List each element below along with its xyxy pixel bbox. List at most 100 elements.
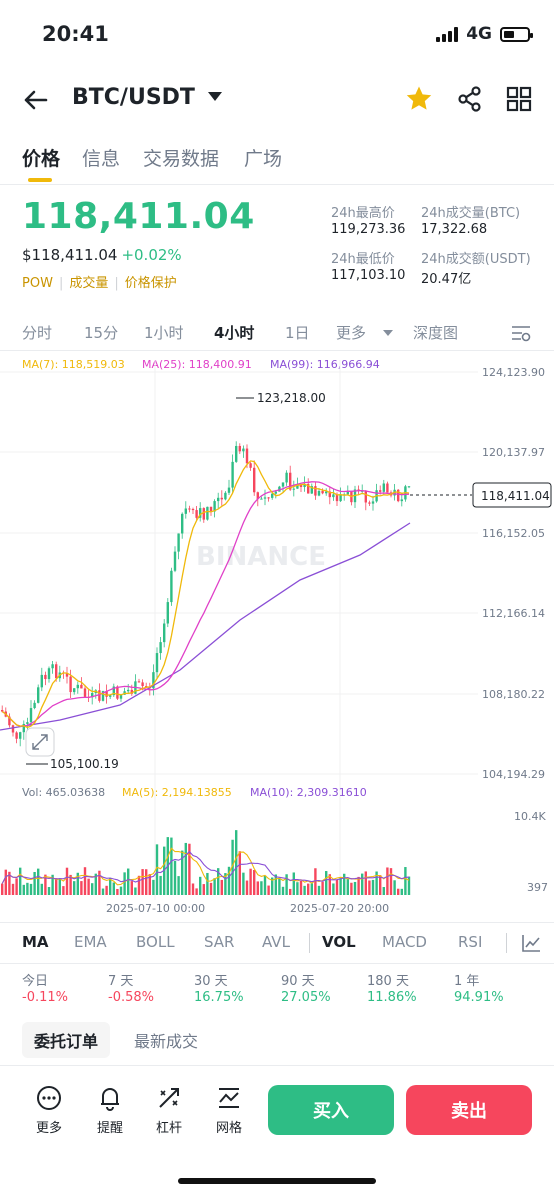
tab-open-orders[interactable]: 委托订单 [22, 1022, 111, 1058]
tf-more-caret-icon[interactable] [383, 330, 393, 336]
tag-pow[interactable]: POW [22, 276, 53, 291]
candle-body [55, 664, 58, 679]
candle-body [29, 708, 33, 723]
ind-sar[interactable]: SAR [204, 933, 235, 951]
tag-price-protection[interactable]: 价格保护 [124, 276, 177, 291]
leverage-icon [159, 1088, 179, 1108]
ind-ema[interactable]: EMA [74, 933, 107, 951]
volume-bar [184, 842, 187, 895]
bottom-grid[interactable]: 网格 [207, 1085, 251, 1141]
perf-value-90d: 27.05% [281, 990, 331, 1005]
candle-body [407, 486, 411, 488]
candle-body [116, 686, 119, 699]
candle-body [382, 483, 385, 492]
candle-body [253, 467, 256, 493]
ind-boll[interactable]: BOLL [136, 933, 175, 951]
tab-latest-trades[interactable]: 最新成交 [134, 1032, 199, 1051]
indicator-divider-2 [506, 933, 507, 953]
tab-square[interactable]: 广场 [244, 148, 283, 170]
chart-watermark: BINANCE [196, 542, 326, 572]
volume-bar [371, 879, 375, 895]
volume-bar [382, 887, 385, 895]
volume-bar [368, 880, 371, 895]
ind-macd[interactable]: MACD [382, 933, 427, 951]
perf-value-7d: -0.58% [108, 990, 154, 1005]
candle-body [76, 684, 79, 689]
bottom-leverage[interactable]: 杠杆 [147, 1085, 191, 1141]
tf-timeline[interactable]: 分时 [22, 324, 53, 342]
grid-icon[interactable] [504, 84, 534, 114]
candle-body [80, 684, 83, 689]
candle-body [40, 674, 43, 688]
back-arrow-icon[interactable] [20, 84, 52, 116]
bottom-alert[interactable]: 提醒 [88, 1085, 132, 1141]
vol-ma10-line [1, 850, 410, 884]
volume-bar [58, 879, 61, 895]
high-marker: 123,218.00 [257, 391, 326, 405]
star-icon[interactable] [404, 84, 434, 114]
kline-chart[interactable]: BINANCE 118,411.04 123,218.00 105,100.19 [0, 350, 554, 920]
pair-title[interactable]: BTC/USDT [72, 85, 195, 110]
candle-body [296, 484, 299, 489]
volume-bar [328, 874, 331, 895]
volume-bar [292, 872, 295, 895]
tf-1h[interactable]: 1小时 [144, 324, 184, 342]
tf-1d[interactable]: 1日 [285, 324, 310, 342]
candle-body [285, 472, 288, 483]
indicator-settings-icon[interactable] [520, 932, 542, 954]
pair-dropdown-icon[interactable] [208, 92, 222, 101]
tab-price[interactable]: 价格 [22, 148, 61, 170]
sell-button[interactable]: 卖出 [406, 1085, 532, 1135]
volume-bar [245, 880, 249, 895]
volume-bars [1, 830, 411, 895]
tf-more[interactable]: 更多 [336, 324, 367, 342]
x-label-1: 2025-07-10 00:00 [106, 902, 206, 915]
main-tabs: 价格 信息 交易数据 广场 [0, 140, 554, 185]
ma99-legend: MA(99): 116,966.94 [270, 358, 380, 371]
y-label-1: 124,123.90 [482, 366, 545, 379]
stat-low-value: 117,103.10 [331, 268, 406, 283]
volume-bar [26, 882, 29, 895]
volume-bar [119, 886, 123, 895]
volume-bar [238, 851, 241, 895]
tf-15m[interactable]: 15分 [84, 324, 119, 342]
candle-body [379, 490, 382, 492]
chart-settings-icon[interactable] [510, 324, 532, 342]
candle-body [170, 570, 173, 603]
volume-bar [278, 878, 281, 895]
candle-body [163, 623, 166, 643]
volume-bar [19, 867, 22, 895]
candle-body [166, 602, 169, 624]
volume-bar [267, 885, 270, 895]
tab-info[interactable]: 信息 [82, 148, 121, 170]
candle-body [98, 690, 101, 701]
ind-ma[interactable]: MA [22, 933, 49, 951]
tag-volume[interactable]: 成交量 [69, 276, 109, 291]
volume-bar [80, 881, 83, 895]
volume-bar [199, 876, 202, 895]
tab-trading-data[interactable]: 交易数据 [143, 148, 220, 170]
volume-bar [134, 887, 137, 895]
candle-body [364, 490, 367, 503]
tf-4h[interactable]: 4小时 [214, 324, 255, 342]
buy-button[interactable]: 买入 [268, 1085, 394, 1135]
volume-bar [263, 875, 267, 895]
candle-body [152, 672, 155, 689]
volume-bar [235, 830, 238, 895]
share-icon[interactable] [455, 84, 485, 114]
volume-bar [404, 867, 407, 895]
bottom-more[interactable]: 更多 [27, 1085, 71, 1141]
perf-value-180d: 11.86% [367, 990, 417, 1005]
ind-rsi[interactable]: RSI [458, 933, 483, 951]
candle-body [281, 482, 285, 487]
ind-vol[interactable]: VOL [322, 933, 356, 951]
volume-bar [127, 868, 130, 895]
ma99-line [0, 522, 411, 731]
ind-avl[interactable]: AVL [262, 933, 290, 951]
volume-bar [335, 879, 339, 895]
candle-body [33, 702, 36, 709]
volume-bar [364, 871, 367, 895]
candle-body [65, 672, 69, 677]
volume-bar [109, 878, 112, 895]
tf-depth[interactable]: 深度图 [413, 324, 459, 342]
